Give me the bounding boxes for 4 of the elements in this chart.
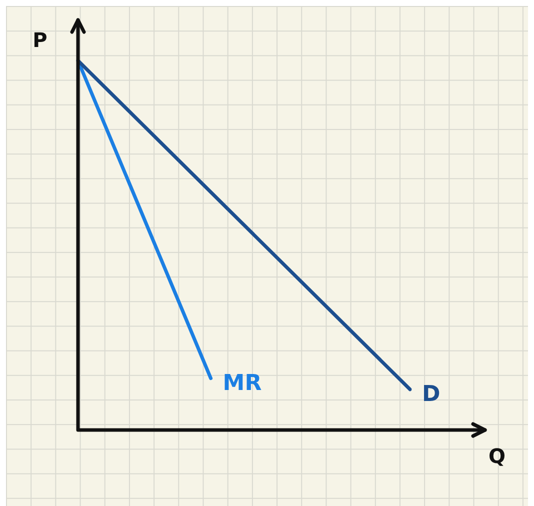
x-axis-title: Q	[488, 444, 506, 468]
series-label: D	[422, 382, 440, 408]
y-axis-title: P	[32, 28, 48, 52]
series-label: MR	[222, 371, 262, 396]
